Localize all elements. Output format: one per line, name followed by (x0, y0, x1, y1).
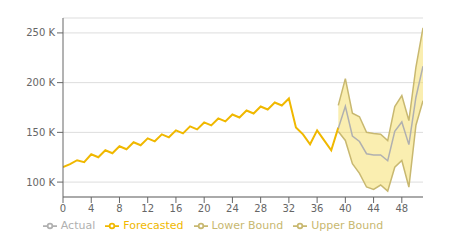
html-text:Actual: Actual (60, 219, 96, 232)
svg-text:150 K: 150 K (26, 127, 55, 138)
svg-text:44: 44 (367, 203, 380, 214)
svg-text:36: 36 (311, 203, 324, 214)
svg-text:48: 48 (395, 203, 408, 214)
svg-text:24: 24 (226, 203, 239, 214)
svg-text:40: 40 (339, 203, 352, 214)
svg-text:16: 16 (170, 203, 183, 214)
svg-text:20: 20 (198, 203, 211, 214)
svg-text:28: 28 (254, 203, 267, 214)
svg-text:32: 32 (283, 203, 296, 214)
svg-text:200 K: 200 K (26, 77, 55, 88)
svg-text:100 K: 100 K (26, 177, 55, 188)
html-text:Forecasted: Forecasted (123, 219, 184, 232)
svg-text:4: 4 (88, 203, 94, 214)
svg-text:0: 0 (60, 203, 66, 214)
html-text:Upper Bound: Upper Bound (311, 219, 384, 232)
html-text:Lower Bound: Lower Bound (211, 219, 284, 232)
svg-text:8: 8 (116, 203, 122, 214)
svg-text:12: 12 (141, 203, 154, 214)
svg-text:250 K: 250 K (26, 27, 55, 38)
